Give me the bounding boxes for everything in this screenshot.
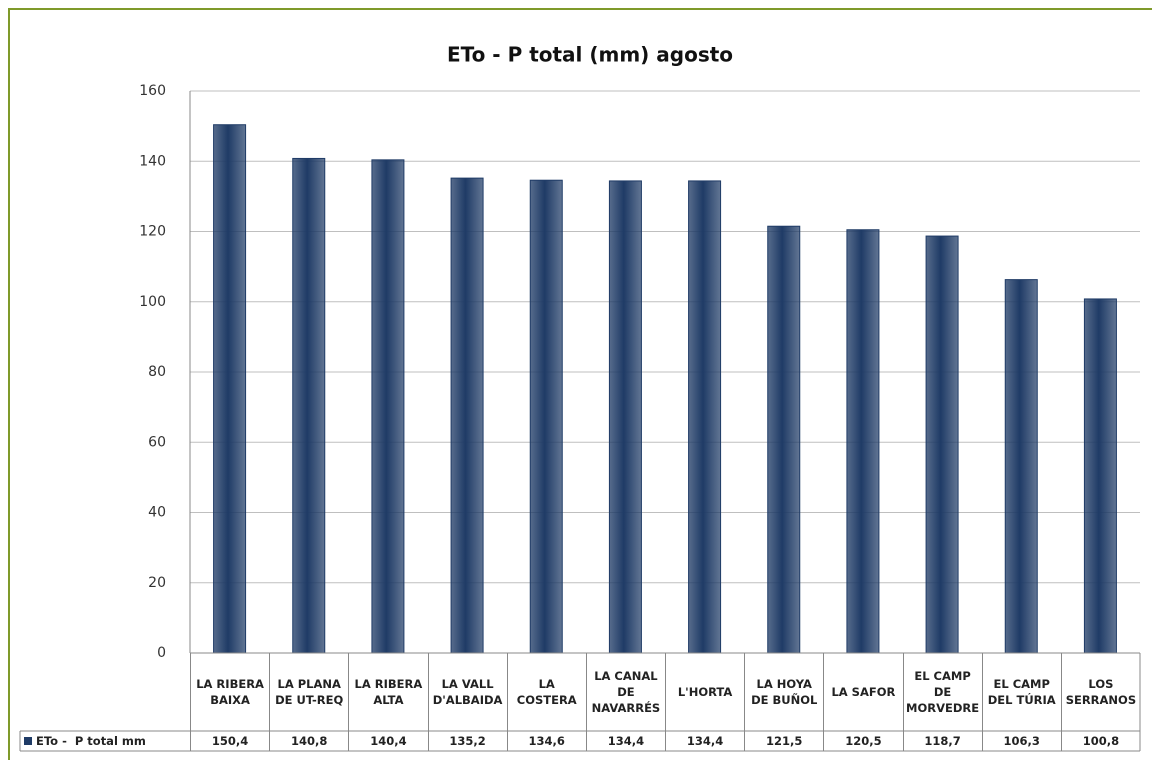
chart-frame bbox=[8, 8, 1152, 760]
x-tick-label: LA PLANA DE UT-REQ bbox=[269, 653, 348, 731]
chart-title: ETo - P total (mm) agosto bbox=[447, 43, 733, 67]
bar bbox=[608, 180, 642, 654]
data-label: 150,4 bbox=[190, 731, 269, 751]
x-tick-label: EL CAMP DE MORVEDRE bbox=[902, 653, 982, 731]
bar bbox=[925, 235, 959, 654]
x-tick-label: LA HOYA DE BUÑOL bbox=[744, 653, 823, 731]
x-tick-label: LA SAFOR bbox=[823, 653, 902, 731]
bar bbox=[767, 225, 801, 654]
data-label: 134,4 bbox=[665, 731, 744, 751]
bar bbox=[1083, 298, 1117, 654]
legend-label: ETo - P total mm bbox=[36, 734, 146, 748]
y-tick-label: 160 bbox=[139, 83, 166, 99]
data-label: 121,5 bbox=[744, 731, 823, 751]
data-label: 134,6 bbox=[506, 731, 586, 751]
x-tick-label: LOS SERRANOS bbox=[1060, 653, 1140, 731]
data-label: 120,5 bbox=[823, 731, 902, 751]
x-tick-label: LA COSTERA bbox=[506, 653, 586, 731]
x-tick-label: LA CANAL DE NAVARRÉS bbox=[585, 653, 665, 731]
x-tick-label: LA VALL D'ALBAIDA bbox=[427, 653, 507, 731]
data-label: 100,8 bbox=[1060, 731, 1140, 751]
y-tick-label: 140 bbox=[139, 153, 166, 169]
bar bbox=[213, 124, 247, 654]
bar bbox=[371, 159, 405, 654]
bar bbox=[846, 229, 880, 654]
data-label: 118,7 bbox=[902, 731, 982, 751]
bar bbox=[292, 157, 326, 654]
data-label: 140,8 bbox=[269, 731, 348, 751]
y-tick-label: 80 bbox=[148, 364, 166, 380]
y-tick-label: 100 bbox=[139, 294, 166, 310]
y-tick-label: 20 bbox=[148, 575, 166, 591]
data-label: 106,3 bbox=[981, 731, 1061, 751]
x-tick-label: LA RIBERA BAIXA bbox=[190, 653, 269, 731]
x-tick-label: L'HORTA bbox=[665, 653, 744, 731]
data-label: 135,2 bbox=[427, 731, 507, 751]
bar bbox=[450, 177, 484, 654]
legend-key bbox=[24, 737, 32, 745]
y-tick-label: 60 bbox=[148, 434, 166, 450]
x-tick-label: LA RIBERA ALTA bbox=[348, 653, 427, 731]
y-tick-label: 120 bbox=[139, 224, 166, 240]
data-label: 140,4 bbox=[348, 731, 427, 751]
y-tick-label: 0 bbox=[157, 645, 166, 661]
data-label: 134,4 bbox=[585, 731, 665, 751]
x-tick-label: EL CAMP DEL TÚRIA bbox=[981, 653, 1061, 731]
bar bbox=[1004, 279, 1038, 654]
y-tick-label: 40 bbox=[148, 505, 166, 521]
bar bbox=[688, 180, 722, 654]
bar bbox=[529, 179, 563, 654]
